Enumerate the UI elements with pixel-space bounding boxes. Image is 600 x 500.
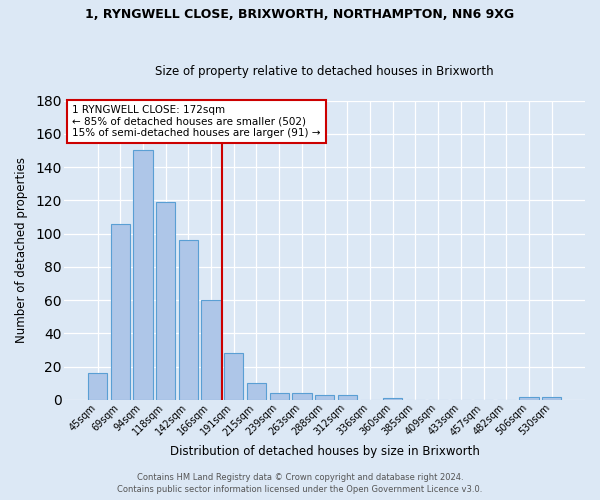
Bar (338, 395, 357, 400)
Bar (224, 354, 244, 400)
Bar (247, 383, 266, 400)
X-axis label: Distribution of detached houses by size in Brixworth: Distribution of detached houses by size … (170, 444, 479, 458)
Text: 1 RYNGWELL CLOSE: 172sqm
← 85% of detached houses are smaller (502)
15% of semi-: 1 RYNGWELL CLOSE: 172sqm ← 85% of detach… (72, 105, 320, 138)
Title: Size of property relative to detached houses in Brixworth: Size of property relative to detached ho… (155, 66, 494, 78)
Bar (315, 395, 334, 400)
Bar (269, 393, 289, 400)
Bar (542, 396, 562, 400)
Bar (88, 374, 107, 400)
Bar (179, 240, 198, 400)
Bar (110, 224, 130, 400)
Bar (202, 300, 221, 400)
Bar (133, 150, 152, 400)
Bar (520, 396, 539, 400)
Bar (156, 202, 175, 400)
Text: 1, RYNGWELL CLOSE, BRIXWORTH, NORTHAMPTON, NN6 9XG: 1, RYNGWELL CLOSE, BRIXWORTH, NORTHAMPTO… (85, 8, 515, 20)
Text: Contains HM Land Registry data © Crown copyright and database right 2024.
Contai: Contains HM Land Registry data © Crown c… (118, 472, 482, 494)
Y-axis label: Number of detached properties: Number of detached properties (15, 157, 28, 343)
Bar (383, 398, 403, 400)
Bar (292, 393, 311, 400)
